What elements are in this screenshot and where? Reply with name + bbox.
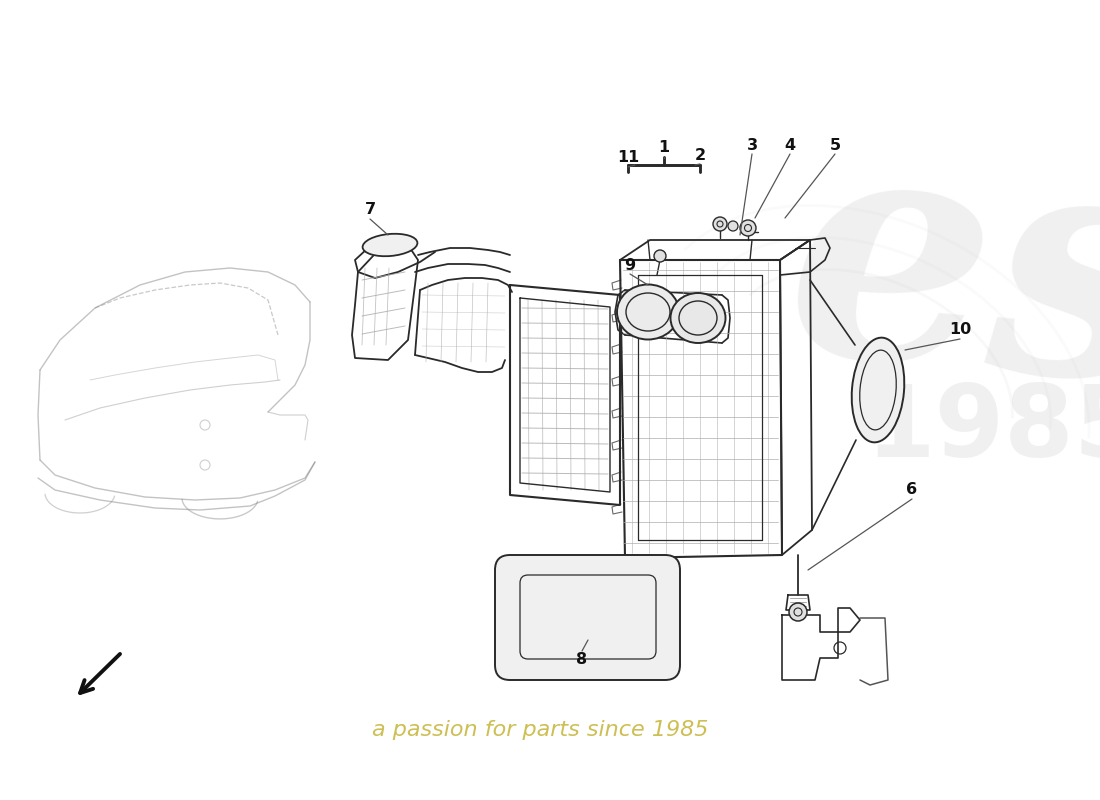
Text: 7: 7 xyxy=(364,202,375,218)
Text: 2: 2 xyxy=(694,147,705,162)
Ellipse shape xyxy=(671,293,726,343)
Text: 4: 4 xyxy=(784,138,795,153)
FancyBboxPatch shape xyxy=(495,555,680,680)
Text: 9: 9 xyxy=(625,258,636,273)
Text: a passion for parts since 1985: a passion for parts since 1985 xyxy=(372,720,708,740)
Text: es: es xyxy=(776,110,1100,450)
Circle shape xyxy=(789,603,807,621)
Text: 6: 6 xyxy=(906,482,917,498)
Circle shape xyxy=(713,217,727,231)
Ellipse shape xyxy=(617,285,679,339)
Text: 8: 8 xyxy=(576,653,587,667)
Text: 5: 5 xyxy=(829,138,840,153)
Text: 11: 11 xyxy=(617,150,639,166)
Circle shape xyxy=(740,220,756,236)
Ellipse shape xyxy=(363,234,417,256)
Text: 10: 10 xyxy=(949,322,971,338)
Text: 1985: 1985 xyxy=(866,382,1100,478)
Text: 3: 3 xyxy=(747,138,758,153)
Ellipse shape xyxy=(851,338,904,442)
Text: 1: 1 xyxy=(659,141,670,155)
Circle shape xyxy=(728,221,738,231)
Circle shape xyxy=(654,250,666,262)
